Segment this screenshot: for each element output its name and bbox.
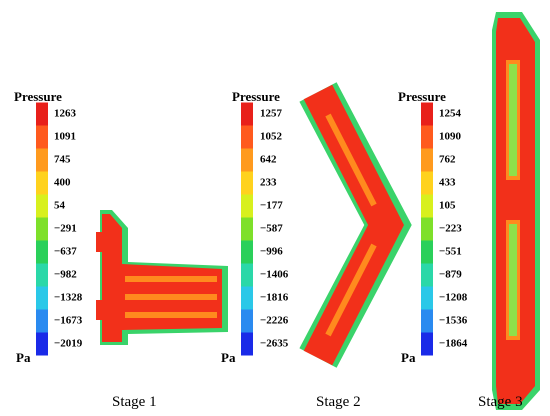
colorbar-segment xyxy=(421,217,433,241)
colorbar-label: −1208 xyxy=(439,292,468,304)
colorbar-label: −177 xyxy=(260,200,283,212)
colorbar-segment xyxy=(36,217,48,241)
colorbar-label: 1263 xyxy=(54,108,77,120)
colorbar-label: −1406 xyxy=(260,269,289,281)
colorbar-label: −291 xyxy=(54,223,77,235)
colorbar-label: 400 xyxy=(54,177,71,189)
colorbar-segment xyxy=(241,332,253,356)
stage-caption: Stage 2 xyxy=(316,394,361,410)
colorbar-segment xyxy=(241,171,253,195)
colorbar-label: 1254 xyxy=(439,108,462,120)
colorbar-label: 1052 xyxy=(260,131,283,143)
colorbar-segment xyxy=(421,309,433,333)
colorbar-segment xyxy=(421,263,433,287)
colorbar-segment xyxy=(36,102,48,126)
colorbar-segment xyxy=(241,309,253,333)
colorbar-label: −1816 xyxy=(260,292,289,304)
colorbar-segment xyxy=(241,102,253,126)
colorbar-label: −1673 xyxy=(54,315,83,327)
colorbar-segment xyxy=(36,286,48,310)
colorbar-segment xyxy=(36,309,48,333)
colorbar-segment xyxy=(241,240,253,264)
colorbar-label: −1536 xyxy=(439,315,468,327)
colorbar-segment xyxy=(421,240,433,264)
colorbar-label: 1257 xyxy=(260,108,283,120)
colorbar-label: 642 xyxy=(260,154,277,166)
colorbar-segment xyxy=(36,171,48,195)
colorbar-label: −982 xyxy=(54,269,77,281)
colorbar-label: 1090 xyxy=(439,131,462,143)
colorbar-segment xyxy=(241,286,253,310)
colorbar-label: −996 xyxy=(260,246,283,258)
colorbar-segment xyxy=(421,332,433,356)
stage-3-geometry xyxy=(492,12,540,410)
colorbar-label: −879 xyxy=(439,269,462,281)
colorbar-label: 233 xyxy=(260,177,277,189)
colorbar-segment xyxy=(36,263,48,287)
colorbar-segment xyxy=(241,263,253,287)
colorbar-label: 54 xyxy=(54,200,66,212)
colorbar-segment xyxy=(241,217,253,241)
legend-title: Pressure xyxy=(232,89,280,104)
colorbar-label: −2635 xyxy=(260,338,289,350)
colorbar-segment xyxy=(421,125,433,149)
legend-title: Pressure xyxy=(14,89,62,104)
stage-caption: Stage 1 xyxy=(112,394,157,410)
colorbar-segment xyxy=(421,171,433,195)
stage-caption: Stage 3 xyxy=(478,394,523,410)
colorbar-label: −1328 xyxy=(54,292,83,304)
colorbar-label: −2226 xyxy=(260,315,289,327)
legend-title: Pressure xyxy=(398,89,446,104)
colorbar-segment xyxy=(36,194,48,218)
colorbar-segment xyxy=(421,102,433,126)
colorbar-label: −637 xyxy=(54,246,77,258)
colorbar-label: −587 xyxy=(260,223,283,235)
colorbar-label: −551 xyxy=(439,246,462,258)
colorbar-label: −2019 xyxy=(54,338,83,350)
stage-2-geometry xyxy=(299,82,412,368)
colorbar-label: 105 xyxy=(439,200,456,212)
unit-label: Pa xyxy=(401,350,416,365)
colorbar-label: 745 xyxy=(54,154,71,166)
colorbar-segment xyxy=(421,148,433,172)
colorbar-segment xyxy=(36,332,48,356)
colorbar-label: −1864 xyxy=(439,338,468,350)
colorbar-segment xyxy=(421,194,433,218)
colorbar-segment xyxy=(36,125,48,149)
colorbar-segment xyxy=(421,286,433,310)
colorbar-segment xyxy=(241,125,253,149)
unit-label: Pa xyxy=(16,350,31,365)
colorbar-label: −223 xyxy=(439,223,462,235)
colorbar-segment xyxy=(241,148,253,172)
colorbar-label: 762 xyxy=(439,154,456,166)
colorbar-segment xyxy=(241,194,253,218)
colorbar-segment xyxy=(36,148,48,172)
unit-label: Pa xyxy=(221,350,236,365)
stage-1-geometry xyxy=(96,210,228,345)
colorbar-label: 1091 xyxy=(54,131,76,143)
colorbar-label: 433 xyxy=(439,177,456,189)
colorbar-segment xyxy=(36,240,48,264)
